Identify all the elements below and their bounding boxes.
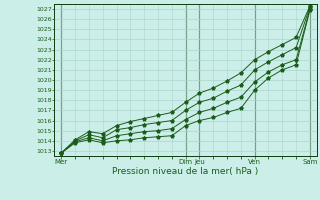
X-axis label: Pression niveau de la mer( hPa ): Pression niveau de la mer( hPa ) xyxy=(112,167,259,176)
